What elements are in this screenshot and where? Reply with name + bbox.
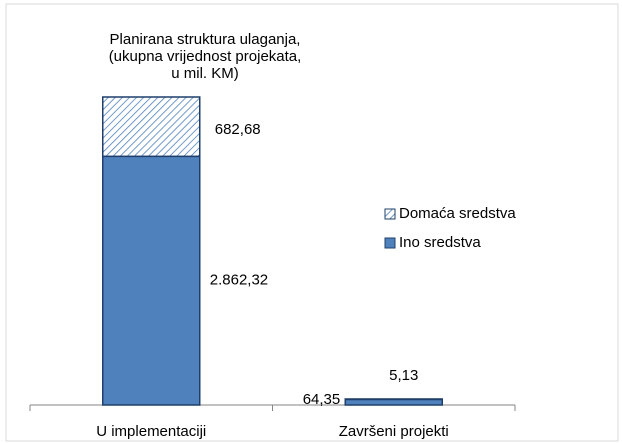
chart-title: u mil. KM)	[171, 65, 239, 82]
legend-label: Ino sredstva	[399, 234, 481, 251]
data-label: 682,68	[215, 121, 261, 138]
chart-title: (ukupna vrijednost projekata,	[109, 48, 302, 65]
legend-swatch	[384, 208, 396, 220]
x-tick-label: Završeni projekti	[339, 423, 449, 440]
data-label: 64,35	[303, 391, 341, 408]
x-tick-label: U implementaciji	[96, 423, 206, 440]
data-label: 2.862,32	[210, 272, 268, 289]
legend-label: Domaća sredstva	[399, 205, 516, 222]
chart-title: Planirana struktura ulaganja,	[110, 31, 301, 48]
bar-segment	[102, 155, 201, 406]
bar-segment	[102, 96, 201, 158]
bar-segment	[344, 398, 443, 406]
data-label: 5,13	[389, 367, 418, 384]
chart-frame	[5, 3, 619, 442]
legend-swatch	[384, 237, 396, 249]
